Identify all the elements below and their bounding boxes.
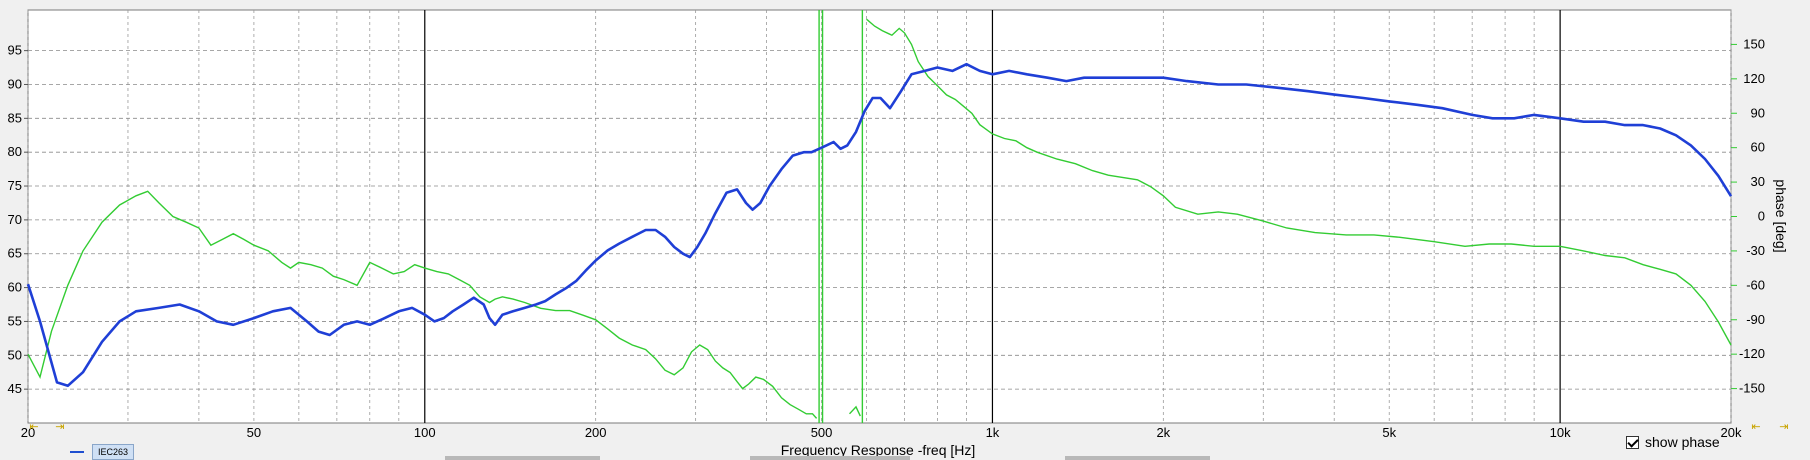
y-tick-label-right: -120 [1739,346,1765,361]
y-tick-label-right: 60 [1751,140,1765,155]
y-tick-label-right: 30 [1751,174,1765,189]
y-tick-label-left: 70 [8,212,22,227]
y-tick-label-right: -60 [1746,277,1765,292]
y-tick-label-left: 75 [8,178,22,193]
scroll-left-start-icon[interactable]: ⇤ [29,420,39,433]
x-tick-label: 5k [1382,425,1396,440]
x-tick-label: 50 [247,425,261,440]
plot-area-background [27,9,1732,424]
y-tick-label-right: -90 [1746,312,1765,327]
x-tick-label: 2k [1156,425,1170,440]
bottom-tab-2[interactable] [750,456,910,460]
series-layer [26,10,1733,423]
x-tick-label: 10k [1550,425,1571,440]
scroll-left-end-icon[interactable]: ⇥ [55,420,65,433]
legend-swatch [70,451,84,453]
x-axis-title: Frequency Response -freq [Hz] [781,442,976,458]
scroll-right-start-icon[interactable]: ⇤ [1751,420,1761,433]
scroll-right-end-icon[interactable]: ⇥ [1779,420,1789,433]
x-axis-ticks: 20 50 100 200 500 1k 2k 5k 10k 20k [21,425,1742,440]
y-tick-label-right: 90 [1751,105,1765,120]
y-tick-label-left: 95 [8,43,22,58]
y-tick-label-right: 0 [1758,209,1765,224]
magnitude-series-line [26,62,1733,388]
y-tick-label-right: 150 [1743,36,1765,51]
x-tick-label: 20 [21,425,35,440]
x-tick-label: 20k [1721,425,1742,440]
right-axis-title: phase [deg] [1773,179,1789,252]
grid [27,10,1732,423]
y-tick-label-right: -150 [1739,381,1765,396]
phase-series-line [848,405,861,417]
bottom-tab-3[interactable] [1065,456,1210,460]
x-tick-label: 1k [986,425,1000,440]
y-tick-label-left: 80 [8,144,22,159]
legend-item-iec263[interactable]: IEC263 [92,444,134,460]
bottom-tab-1[interactable] [445,456,600,460]
show-phase-label: show phase [1645,434,1720,450]
phase-series-line [27,190,818,419]
y-tick-label-left: 65 [8,246,22,261]
phase-series-line [866,18,1732,346]
show-phase-toggle[interactable]: show phase [1626,434,1720,450]
y-tick-label-left: 55 [8,313,22,328]
y-tick-label-left: 90 [8,76,22,91]
y-tick-label-right: -30 [1746,243,1765,258]
y-axis-left-ticks: 45 50 55 60 65 70 75 80 85 90 95 [8,43,28,396]
x-tick-label: 200 [585,425,607,440]
show-phase-checkbox[interactable] [1626,435,1639,449]
y-tick-label-left: 45 [8,381,22,396]
y-tick-label-left: 85 [8,110,22,125]
y-tick-label-right: 120 [1743,71,1765,86]
y-axis-right-ticks: -150 -120 -90 -60 -30 0 30 60 90 120 150 [1731,36,1765,396]
x-tick-label: 500 [811,425,833,440]
y-tick-label-left: 50 [8,347,22,362]
y-tick-label-left: 60 [8,280,22,295]
x-tick-label: 100 [414,425,436,440]
